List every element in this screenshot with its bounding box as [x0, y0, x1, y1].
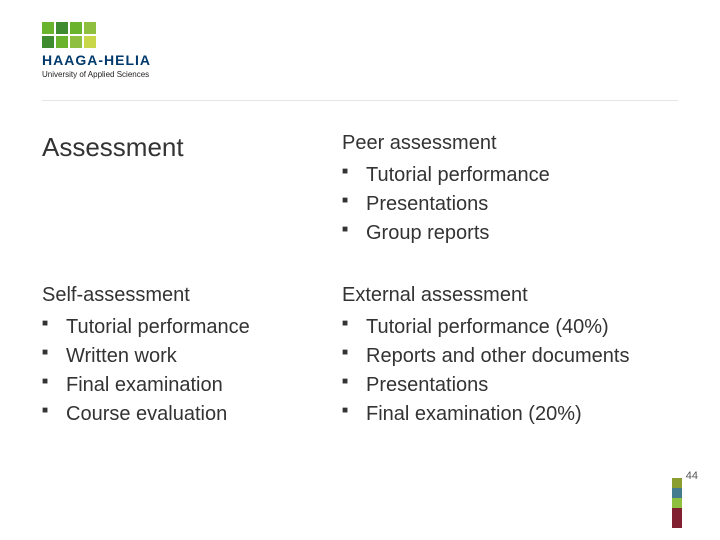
external-assessment-section: External assessment Tutorial performance…: [342, 284, 678, 429]
bullet-list: Tutorial performance (40%) Reports and o…: [342, 313, 678, 429]
color-chip: [672, 488, 682, 498]
section-heading: Peer assessment: [342, 132, 678, 155]
list-item: Tutorial performance: [342, 161, 678, 190]
bullet-list: Tutorial performance Presentations Group…: [342, 161, 678, 248]
logo-row-1: [42, 22, 151, 34]
logo-sq: [70, 36, 82, 48]
section-heading: Self-assessment: [42, 284, 330, 307]
logo: HAAGA-HELIA University of Applied Scienc…: [42, 22, 151, 79]
footer-color-strip: [672, 478, 682, 528]
logo-subtitle: University of Applied Sciences: [42, 70, 151, 79]
bullet-list: Tutorial performance Written work Final …: [42, 313, 330, 429]
logo-sq: [56, 22, 68, 34]
color-chip: [672, 508, 682, 518]
color-chip: [672, 518, 682, 528]
section-heading: External assessment: [342, 284, 678, 307]
list-item: Final examination: [42, 371, 330, 400]
list-item: Final examination (20%): [342, 400, 678, 429]
logo-sq: [84, 22, 96, 34]
header-divider: [42, 100, 678, 101]
peer-assessment-section: Peer assessment Tutorial performance Pre…: [342, 132, 678, 248]
color-chip: [672, 498, 682, 508]
logo-row-2: [42, 36, 151, 48]
list-item: Reports and other documents: [342, 342, 678, 371]
list-item: Group reports: [342, 219, 678, 248]
logo-sq: [42, 36, 54, 48]
logo-squares: [42, 22, 151, 48]
logo-sq: [56, 36, 68, 48]
slide: HAAGA-HELIA University of Applied Scienc…: [0, 0, 720, 540]
content-grid: Assessment Peer assessment Tutorial perf…: [42, 132, 678, 429]
logo-sq: [42, 22, 54, 34]
logo-sq: [84, 36, 96, 48]
color-chip: [672, 478, 682, 488]
logo-sq: [70, 22, 82, 34]
list-item: Tutorial performance (40%): [342, 313, 678, 342]
list-item: Presentations: [342, 371, 678, 400]
main-title-cell: Assessment: [42, 132, 342, 248]
list-item: Presentations: [342, 190, 678, 219]
list-item: Course evaluation: [42, 400, 330, 429]
list-item: Written work: [42, 342, 330, 371]
logo-wordmark: HAAGA-HELIA: [42, 52, 151, 68]
self-assessment-section: Self-assessment Tutorial performance Wri…: [42, 284, 342, 429]
slide-title: Assessment: [42, 132, 330, 163]
page-number: 44: [686, 470, 698, 482]
list-item: Tutorial performance: [42, 313, 330, 342]
